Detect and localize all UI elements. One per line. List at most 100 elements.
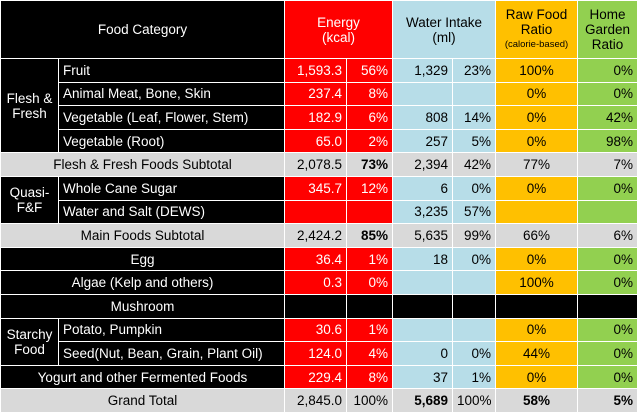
water-percent bbox=[452, 270, 496, 295]
water-value: 5,635 bbox=[392, 223, 453, 248]
header-water-text: Water Intake bbox=[405, 14, 483, 30]
water-value: 6 bbox=[392, 175, 453, 201]
kcal-value: 36.4 bbox=[284, 246, 347, 272]
water-value: 808 bbox=[392, 105, 453, 130]
home-garden-ratio: 0% bbox=[577, 341, 638, 366]
row-label: Animal Meat, Bone, Skin bbox=[58, 81, 285, 107]
group-label-text: Quasi-F&F bbox=[9, 185, 50, 216]
row-label: Fruit bbox=[58, 58, 285, 83]
header-raw-food: Raw Food Ratio (calorie-based) bbox=[495, 0, 578, 59]
header-row: Food Category Energy (kcal) Water Intake… bbox=[0, 0, 638, 59]
kcal-value: 1,593.3 bbox=[284, 58, 347, 83]
water-value bbox=[392, 293, 453, 319]
water-percent bbox=[452, 293, 496, 319]
kcal-percent: 4% bbox=[346, 341, 393, 366]
subtotal-row: Main Foods Subtotal 2,424.2 85% 5,635 99… bbox=[0, 223, 638, 248]
raw-food-ratio bbox=[495, 199, 578, 225]
table-row: Algae (Kelp and others) 0.3 0% 100% 0% bbox=[0, 270, 638, 295]
kcal-value: 124.0 bbox=[284, 341, 347, 366]
table-row: Seed(Nut, Bean, Grain, Plant Oil) 124.0 … bbox=[1, 341, 638, 366]
grand-total-row: Grand Total 2,845.0 100% 5,689 100% 58% … bbox=[0, 388, 638, 413]
table-row: Animal Meat, Bone, Skin 237.4 8% 0% 0% bbox=[1, 81, 638, 107]
row-label: Whole Cane Sugar bbox=[58, 175, 285, 201]
water-value: 18 bbox=[392, 246, 453, 272]
water-value: 5,689 bbox=[392, 388, 453, 413]
water-percent: 57% bbox=[452, 199, 496, 225]
kcal-value bbox=[284, 293, 347, 319]
water-value: 257 bbox=[392, 128, 453, 154]
table-row: Vegetable (Root) 65.0 2% 257 5% 0% 98% bbox=[1, 128, 638, 154]
water-percent: 0% bbox=[452, 246, 496, 272]
kcal-value: 229.4 bbox=[284, 364, 347, 390]
kcal-value: 2,845.0 bbox=[284, 388, 347, 413]
kcal-percent: 100% bbox=[346, 388, 393, 413]
kcal-value: 65.0 bbox=[284, 128, 347, 154]
group-label-text: Starchy Food bbox=[6, 326, 53, 357]
table-row: Starchy Food Potato, Pumpkin 30.6 1% 0% … bbox=[0, 317, 638, 366]
table-row: Vegetable (Leaf, Flower, Stem) 182.9 6% … bbox=[1, 105, 638, 130]
home-garden-ratio: 7% bbox=[577, 152, 638, 177]
home-garden-ratio: 0% bbox=[577, 364, 638, 390]
raw-food-ratio bbox=[495, 293, 578, 319]
raw-food-ratio: 77% bbox=[495, 152, 578, 177]
raw-food-ratio: 0% bbox=[495, 246, 578, 272]
row-label: Vegetable (Root) bbox=[58, 128, 285, 154]
raw-food-ratio: 0% bbox=[495, 105, 578, 130]
water-percent: 23% bbox=[452, 58, 496, 83]
group-label: Flesh & Fresh bbox=[0, 57, 59, 154]
water-percent: 0% bbox=[452, 341, 496, 366]
kcal-percent: 1% bbox=[346, 317, 393, 343]
header-home-garden: Home Garden Ratio bbox=[577, 0, 638, 59]
table-row: Flesh & Fresh Fruit 1,593.3 56% 1,329 23… bbox=[0, 57, 638, 154]
raw-food-ratio: 0% bbox=[495, 364, 578, 390]
water-percent bbox=[452, 317, 496, 343]
kcal-percent: 12% bbox=[346, 175, 393, 201]
kcal-value: 2,424.2 bbox=[284, 223, 347, 248]
water-percent: 99% bbox=[452, 223, 496, 248]
water-percent: 1% bbox=[452, 364, 496, 390]
header-energy-text: Energy bbox=[317, 14, 360, 30]
raw-food-ratio: 58% bbox=[495, 388, 578, 413]
home-garden-ratio: 0% bbox=[577, 81, 638, 107]
kcal-percent: 56% bbox=[346, 58, 393, 83]
water-value: 0 bbox=[392, 341, 453, 366]
row-label: Vegetable (Leaf, Flower, Stem) bbox=[58, 105, 285, 130]
table-row: Quasi-F&F Whole Cane Sugar 345.7 12% 6 0… bbox=[0, 175, 638, 225]
header-energy-unit: (kcal) bbox=[322, 29, 355, 45]
header-food-category-text: Food Category bbox=[97, 22, 188, 37]
kcal-percent: 2% bbox=[346, 128, 393, 154]
header-raw-food-text: Raw Food Ratio bbox=[505, 7, 568, 37]
table-row: Mushroom bbox=[0, 293, 638, 319]
kcal-value: 345.7 bbox=[284, 175, 347, 201]
row-label: Algae (Kelp and others) bbox=[0, 270, 285, 295]
water-percent: 5% bbox=[452, 128, 496, 154]
raw-food-ratio: 0% bbox=[495, 81, 578, 107]
water-value: 1,329 bbox=[392, 58, 453, 83]
home-garden-ratio: 98% bbox=[577, 128, 638, 154]
row-label: Main Foods Subtotal bbox=[0, 223, 285, 248]
raw-food-ratio: 0% bbox=[495, 175, 578, 201]
kcal-percent: 8% bbox=[346, 81, 393, 107]
water-value: 37 bbox=[392, 364, 453, 390]
home-garden-ratio: 0% bbox=[577, 246, 638, 272]
kcal-value: 0.3 bbox=[284, 270, 347, 295]
row-label: Potato, Pumpkin bbox=[58, 317, 285, 343]
kcal-value: 30.6 bbox=[284, 317, 347, 343]
kcal-percent bbox=[346, 199, 393, 225]
home-garden-ratio: 5% bbox=[577, 388, 638, 413]
kcal-percent: 0% bbox=[346, 270, 393, 295]
water-percent: 100% bbox=[452, 388, 496, 413]
water-value bbox=[392, 270, 453, 295]
home-garden-ratio: 0% bbox=[577, 317, 638, 343]
home-garden-ratio: 0% bbox=[577, 175, 638, 201]
home-garden-ratio: 0% bbox=[577, 270, 638, 295]
table-row: Egg 36.4 1% 18 0% 0% 0% bbox=[0, 246, 638, 272]
water-percent: 0% bbox=[452, 175, 496, 201]
raw-food-ratio: 66% bbox=[495, 223, 578, 248]
water-value: 3,235 bbox=[392, 199, 453, 225]
water-percent bbox=[452, 81, 496, 107]
water-value: 2,394 bbox=[392, 152, 453, 177]
raw-food-ratio: 100% bbox=[495, 270, 578, 295]
kcal-percent: 8% bbox=[346, 364, 393, 390]
table-row: Water and Salt (DEWS) 3,235 57% bbox=[1, 199, 638, 225]
